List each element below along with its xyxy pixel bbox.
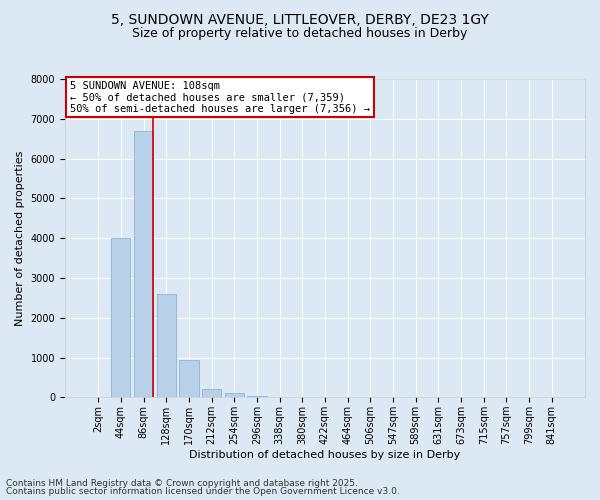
Bar bbox=[179, 360, 199, 398]
Bar bbox=[224, 394, 244, 398]
Text: 5 SUNDOWN AVENUE: 108sqm
← 50% of detached houses are smaller (7,359)
50% of sem: 5 SUNDOWN AVENUE: 108sqm ← 50% of detach… bbox=[70, 80, 370, 114]
Text: 5, SUNDOWN AVENUE, LITTLEOVER, DERBY, DE23 1GY: 5, SUNDOWN AVENUE, LITTLEOVER, DERBY, DE… bbox=[111, 12, 489, 26]
Text: Contains HM Land Registry data © Crown copyright and database right 2025.: Contains HM Land Registry data © Crown c… bbox=[6, 478, 358, 488]
Bar bbox=[202, 390, 221, 398]
Bar bbox=[247, 396, 266, 398]
X-axis label: Distribution of detached houses by size in Derby: Distribution of detached houses by size … bbox=[190, 450, 461, 460]
Bar bbox=[134, 130, 153, 398]
Text: Size of property relative to detached houses in Derby: Size of property relative to detached ho… bbox=[133, 28, 467, 40]
Text: Contains public sector information licensed under the Open Government Licence v3: Contains public sector information licen… bbox=[6, 487, 400, 496]
Bar bbox=[157, 294, 176, 398]
Y-axis label: Number of detached properties: Number of detached properties bbox=[15, 150, 25, 326]
Bar bbox=[111, 238, 130, 398]
